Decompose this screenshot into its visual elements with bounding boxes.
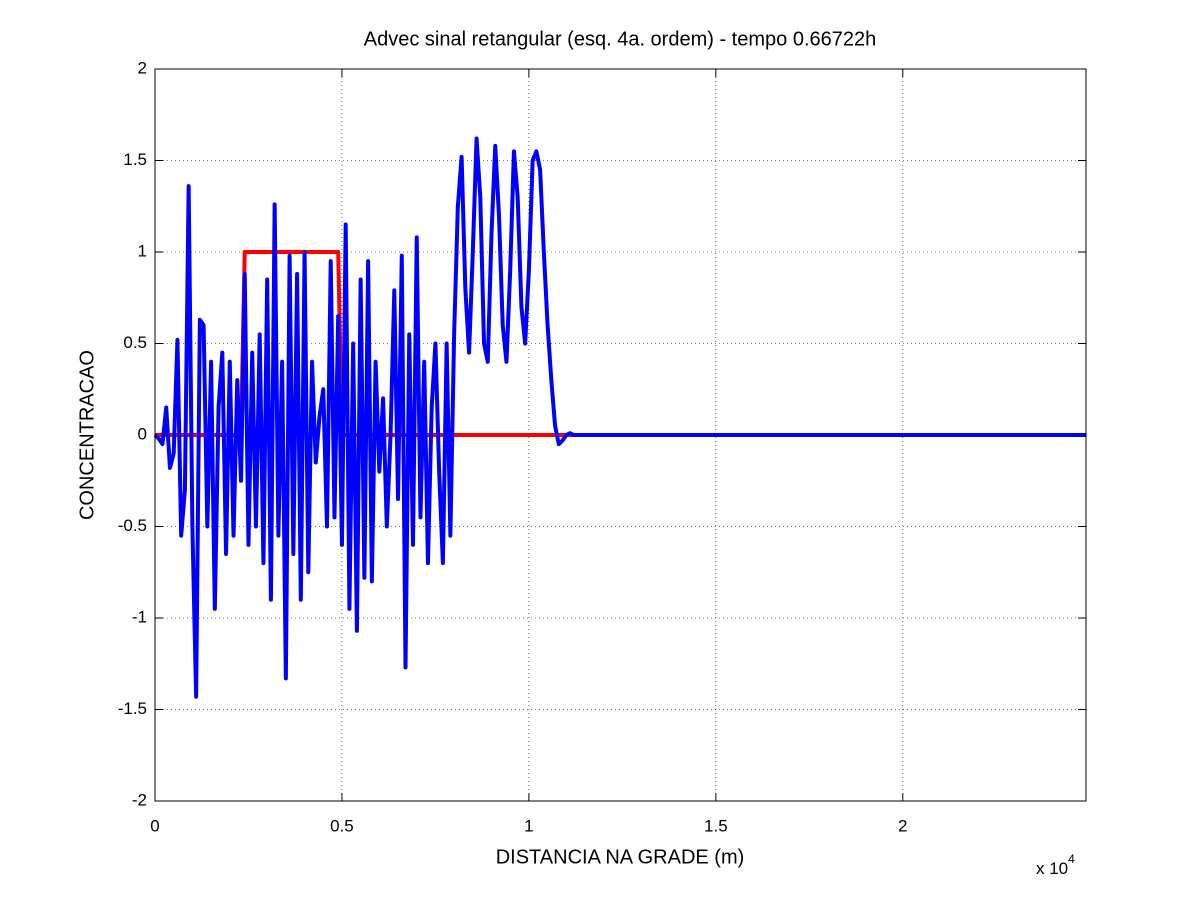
x-tick-label: 2 (898, 816, 907, 835)
x-tick-label: 1 (524, 816, 533, 835)
y-axis-label: CONCENTRACAO (76, 350, 98, 520)
y-tick-label: 2 (138, 58, 147, 77)
x-multiplier: x 104 (1036, 852, 1075, 878)
x-tick-label: 0 (150, 816, 159, 835)
y-tick-label: 1.5 (123, 150, 147, 169)
y-tick-label: 0 (138, 424, 147, 443)
x-multiplier-base: x 10 (1036, 859, 1068, 878)
y-tick-label: -1.5 (118, 699, 147, 718)
y-tick-label: 1 (138, 241, 147, 260)
chart-title: Advec sinal retangular (esq. 4a. ordem) … (364, 28, 877, 50)
y-tick-label: 0.5 (123, 333, 147, 352)
x-tick-label: 0.5 (330, 816, 354, 835)
y-tick-label: -0.5 (118, 516, 147, 535)
series-line (153, 136, 1086, 699)
x-tick-label: 1.5 (704, 816, 728, 835)
y-tick-label: -2 (132, 790, 147, 809)
plot-frame (154, 68, 1087, 802)
y-tick-label: -1 (132, 607, 147, 626)
x-axis-label: DISTANCIA NA GRADE (m) (496, 846, 745, 868)
x-multiplier-exponent: 4 (1068, 852, 1075, 866)
